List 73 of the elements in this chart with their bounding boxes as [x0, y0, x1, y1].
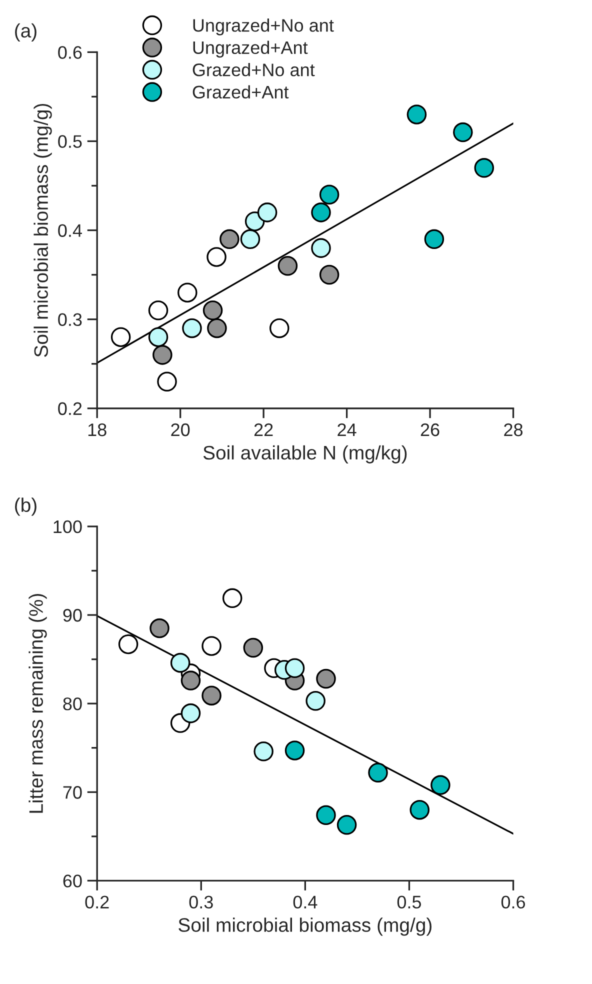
- point: [243, 638, 264, 658]
- y-tick-label: 70: [63, 786, 82, 799]
- point: [311, 202, 331, 222]
- point: [180, 703, 201, 724]
- point: [284, 740, 305, 760]
- point: [182, 318, 202, 338]
- point: [319, 264, 340, 285]
- point: [206, 247, 226, 267]
- point: [180, 670, 201, 690]
- point: [202, 686, 222, 706]
- x-tick-label: 18: [88, 423, 106, 436]
- point: [220, 229, 240, 250]
- y-tick-label: 90: [63, 608, 82, 622]
- y-axis-title: Soil microbial biomass (mg/g): [34, 104, 52, 357]
- point: [202, 300, 223, 320]
- point: [316, 805, 336, 826]
- y-tick-label: 100: [54, 520, 82, 534]
- x-tick-label: 0.6: [501, 896, 526, 909]
- legend-label: Grazed+No ant: [192, 63, 315, 76]
- point: [222, 588, 242, 608]
- point: [202, 636, 222, 656]
- x-tick-label: 0.2: [85, 896, 109, 909]
- point: [319, 184, 340, 205]
- point: [170, 652, 190, 673]
- point: [284, 658, 305, 678]
- x-tick-label: 28: [504, 423, 523, 436]
- point: [278, 256, 298, 276]
- chart-title: (a): [15, 23, 36, 42]
- x-tick-label: 22: [254, 423, 273, 436]
- legend-label: Ungrazed+No ant: [193, 18, 334, 36]
- point: [306, 691, 326, 711]
- point: [178, 282, 198, 302]
- x-tick-label: 24: [338, 423, 356, 436]
- y-tick-label: 80: [63, 697, 82, 710]
- point: [410, 800, 430, 820]
- point: [311, 238, 331, 258]
- point: [148, 327, 168, 348]
- legend-label: Ungrazed+Ant: [193, 40, 308, 58]
- point: [157, 372, 177, 392]
- point: [474, 158, 494, 178]
- point: [424, 229, 444, 250]
- point: [316, 668, 336, 689]
- x-axis-title: Soil available N (mg/kg): [203, 445, 407, 464]
- point: [148, 300, 168, 320]
- point: [254, 741, 274, 762]
- point: [430, 775, 450, 795]
- point: [406, 104, 427, 124]
- x-tick-label: 0.5: [397, 896, 422, 909]
- point: [240, 229, 260, 250]
- point: [110, 327, 131, 348]
- y-tick-label: 0.6: [58, 46, 82, 59]
- y-tick-label: 60: [63, 874, 82, 888]
- y-tick-label: 0.3: [58, 313, 82, 326]
- y-tick-label: 0.5: [58, 135, 82, 148]
- y-axis-title: Litter mass remaining (%): [28, 594, 47, 813]
- point: [152, 345, 172, 365]
- point: [336, 815, 357, 835]
- point: [368, 762, 388, 783]
- chart-title: (b): [15, 498, 36, 516]
- point: [150, 618, 170, 638]
- x-tick-label: 26: [420, 423, 440, 436]
- x-tick-label: 0.4: [293, 896, 318, 909]
- point: [453, 122, 473, 142]
- y-tick-label: 0.4: [58, 224, 82, 237]
- point: [207, 318, 227, 338]
- legend-label: Grazed+Ant: [192, 85, 289, 99]
- x-tick-label: 20: [171, 423, 190, 436]
- y-tick-label: 0.2: [58, 402, 82, 416]
- point: [257, 202, 278, 222]
- point: [118, 634, 138, 654]
- point: [269, 318, 290, 338]
- x-axis-title: Soil microbial biomass (mg/g): [178, 918, 432, 936]
- x-tick-label: 0.3: [189, 896, 213, 909]
